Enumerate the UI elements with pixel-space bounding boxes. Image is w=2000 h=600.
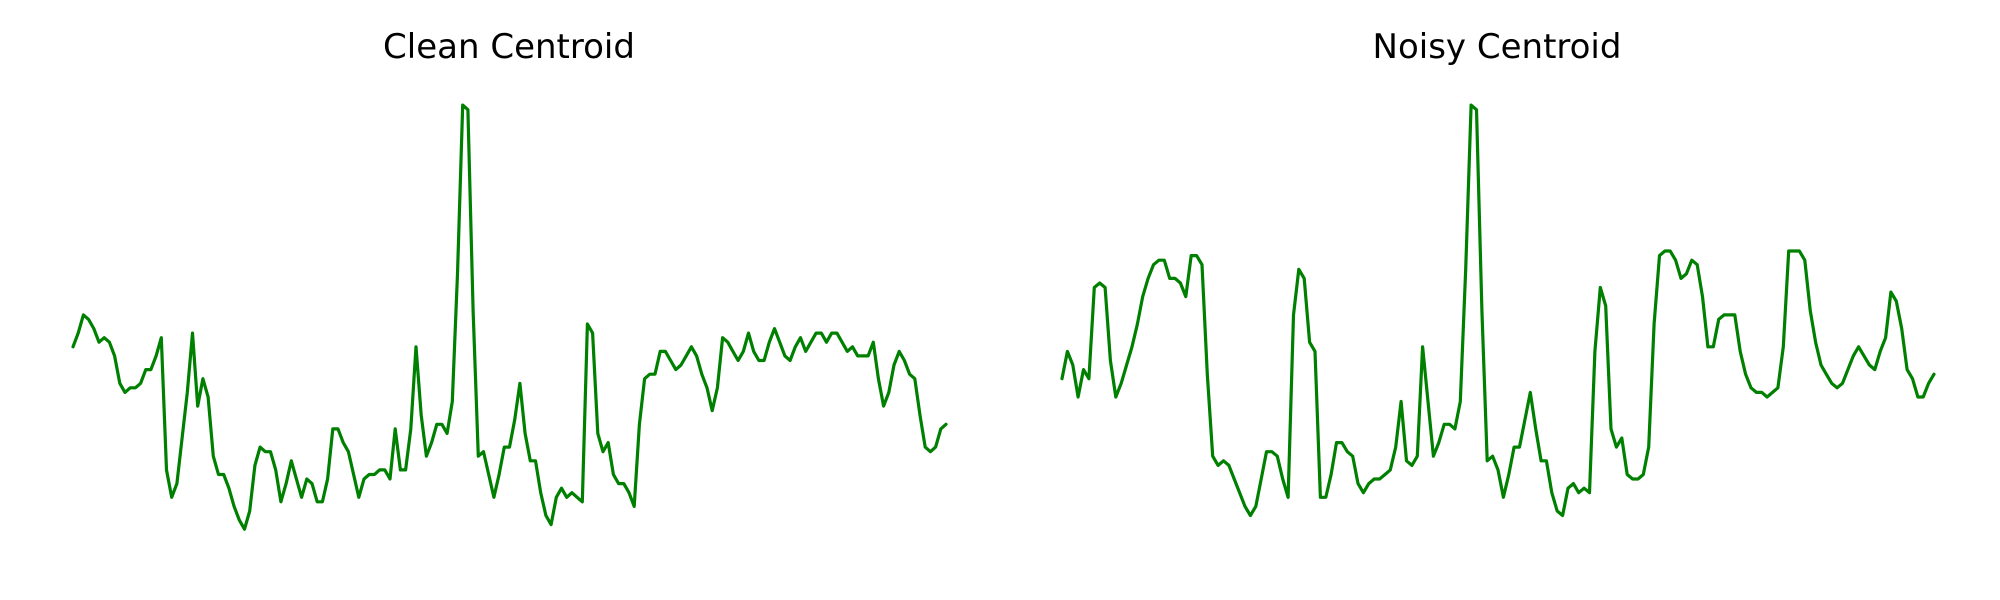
clean-centroid-title: Clean Centroid: [383, 27, 635, 67]
noisy-centroid-panel: Noisy Centroid: [1060, 27, 1936, 518]
clean-centroid-panel: Clean Centroid: [71, 27, 948, 531]
noisy-centroid-title: Noisy Centroid: [1373, 27, 1622, 67]
clean-centroid-series-line: [71, 103, 948, 531]
noisy-centroid-series-line: [1060, 103, 1936, 518]
